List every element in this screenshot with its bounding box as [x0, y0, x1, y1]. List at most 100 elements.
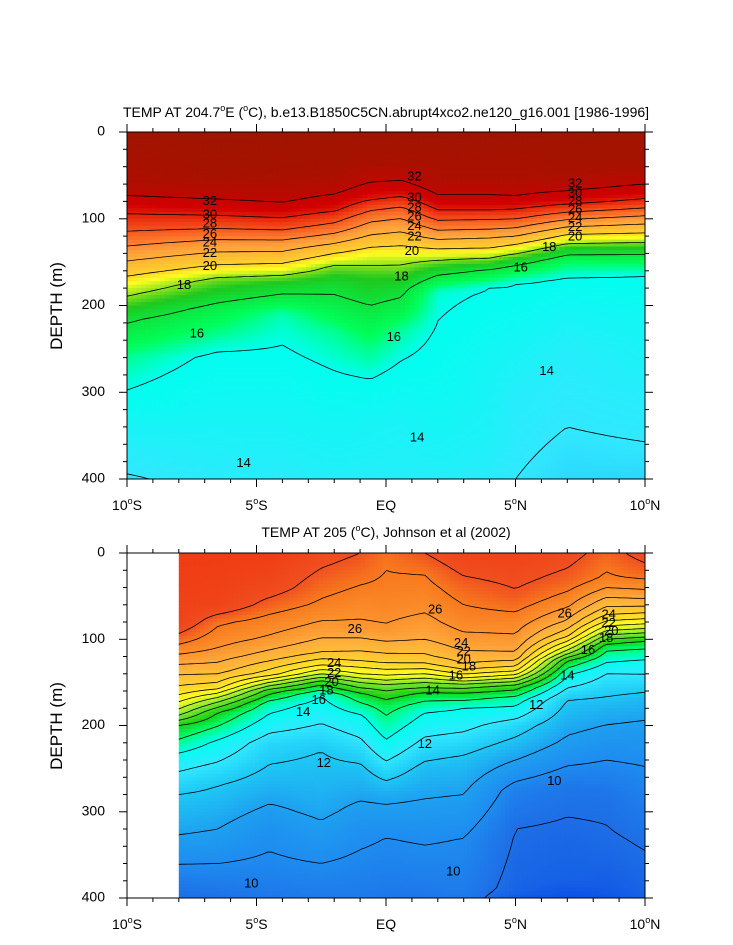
panel-obs-contour-16 [178, 648, 645, 740]
panel-model-y-tick-label: 0 [97, 123, 105, 139]
panel-model-y-tick-label: 200 [82, 296, 106, 312]
panel-obs-y-tick-label: 400 [82, 889, 106, 905]
panel-model-contour-label: 18 [542, 239, 556, 254]
panel-model-y-tick-label: 400 [82, 470, 106, 486]
panel-obs-contour-label: 20 [456, 651, 470, 666]
panel-obs-x-tick-label: EQ [376, 916, 396, 932]
panel-obs-contour-label: 24 [454, 635, 468, 650]
panel-obs-contour-lines [178, 553, 645, 898]
panel-obs: TEMP AT 205 (oC), Johnson et al (2002) 2… [47, 523, 660, 932]
panel-obs-contour-22 [178, 618, 645, 695]
panel-obs-contour-label: 26 [557, 606, 571, 621]
panel-model-contour-26 [127, 215, 645, 247]
panel-obs-contour-19 [178, 632, 645, 716]
panel-obs-contour-label: 24 [601, 607, 615, 622]
panel-obs-contour-label: 16 [311, 692, 325, 707]
panel-model-contour-label: 14 [410, 430, 424, 445]
panel-model-contour-label: 16 [190, 326, 204, 341]
panel-obs-contour-18 [178, 636, 645, 721]
panel-model-contour-label: 16 [513, 260, 527, 275]
panel-model-x-tick-label: 5oS [245, 496, 267, 513]
panel-model-contour-label: 28 [203, 215, 217, 230]
panel-model-contour-label: 18 [177, 277, 191, 292]
panel-model-contour-label: 28 [568, 194, 582, 209]
panel-model-contour-label: 20 [405, 243, 419, 258]
panel-model-x-tick-label: 5oN [504, 496, 527, 513]
panel-obs-contour-label: 12 [418, 736, 432, 751]
panel-obs-contour-label: 16 [449, 668, 463, 683]
panel-obs-contour-label: 22 [327, 665, 341, 680]
panel-model-contour-20 [127, 242, 645, 297]
panel-obs-contour-label: 18 [599, 630, 613, 645]
panel-obs-contour-13 [178, 692, 645, 795]
panel-model-temperature-field [127, 132, 645, 479]
panel-model-contour-label: 16 [387, 329, 401, 344]
panel-model-contour-label: 24 [568, 210, 582, 225]
panel-model-contour-14 [127, 427, 645, 479]
panel-obs-contour-20 [178, 628, 645, 710]
panel-model-contour-16 [127, 276, 645, 391]
panel-obs-contour-label: 26 [428, 601, 442, 616]
panel-obs-contour-label: 14 [560, 668, 574, 683]
panel-obs-contour-label: 20 [324, 674, 338, 689]
panel-obs-contour-label: 14 [425, 682, 439, 697]
panel-obs-contour-label: 26 [348, 621, 362, 636]
panel-obs-x-tick-label: 5oN [504, 915, 527, 932]
panel-model-contour-label: 24 [203, 234, 217, 249]
panel-obs-x-tick-label: 10oS [112, 915, 142, 932]
panel-model-contour-28 [127, 206, 645, 232]
panel-model: TEMP AT 204.7oE (oC), b.e13.B1850C5CN.ab… [47, 103, 660, 513]
panel-obs-contour-label: 12 [529, 697, 543, 712]
panel-model-contour-label: 28 [407, 200, 421, 215]
panel-obs-contour-26 [178, 587, 645, 655]
panel-model-contour-label: 26 [568, 202, 582, 217]
panel-model-contour-label: 30 [568, 185, 582, 200]
panel-obs-contour-17 [178, 641, 645, 726]
panel-model-x-tick-label: 10oS [112, 496, 142, 513]
panel-obs-contour-27 [178, 570, 645, 645]
panel-model-contour-label: 26 [203, 226, 217, 241]
panel-model-contour-label: 20 [203, 258, 217, 273]
panel-model-contour-label: 32 [203, 193, 217, 208]
panel-obs-contour-15 [178, 659, 645, 754]
panel-obs-contour-label: 18 [319, 682, 333, 697]
panel-model-contour-label: 22 [203, 245, 217, 260]
panel-model-x-tick-label: 10oN [630, 496, 661, 513]
panel-obs-contour-14 [178, 673, 645, 772]
panel-model-contour-label: 32 [407, 169, 421, 184]
panel-model-contour-label: 22 [407, 228, 421, 243]
panel-model-contour-label: 14 [236, 455, 250, 470]
panel-obs-ticks [119, 545, 653, 906]
panel-model-ticks [119, 124, 653, 487]
panel-obs-y-tick-label: 0 [97, 544, 105, 560]
panel-obs-contour-12 [178, 719, 645, 836]
panel-model-contour-lines [127, 179, 645, 479]
panel-obs-contour-23 [178, 612, 645, 686]
panel-model-contour-22 [127, 232, 645, 277]
panel-obs-contour-label: 10 [547, 773, 561, 788]
panel-model-contour-label: 14 [539, 363, 553, 378]
panel-obs-x-tick-label: 10oN [630, 915, 661, 932]
panel-obs-contour-11 [178, 759, 645, 865]
panel-obs-contour-25 [178, 597, 645, 665]
panel-obs-contour-24 [178, 605, 645, 676]
panel-model-contour-32 [127, 179, 645, 203]
panel-model-y-tick-label: 300 [82, 383, 106, 399]
panel-model-title: TEMP AT 204.7oE (oC), b.e13.B1850C5CN.ab… [123, 103, 649, 120]
panel-obs-contour-10 [484, 816, 645, 898]
panel-model-y-tick-label: 100 [82, 210, 106, 226]
panel-model-contour-label: 20 [568, 228, 582, 243]
panel-obs-contour-label: 12 [317, 755, 331, 770]
panel-obs-contour-label: 10 [446, 864, 460, 879]
panel-obs-title: TEMP AT 205 (oC), Johnson et al (2002) [261, 523, 510, 540]
panel-model-contour-24 [127, 223, 645, 262]
panel-model-contour-30 [127, 196, 645, 219]
panel-obs-contour-label: 24 [327, 655, 341, 670]
panel-obs-contour-label: 18 [462, 658, 476, 673]
panel-model-contour-label: 32 [568, 176, 582, 191]
panel-obs-temperature-field [178, 553, 645, 898]
panel-obs-x-tick-label: 5oS [245, 915, 267, 932]
panel-obs-y-tick-label: 200 [82, 716, 106, 732]
